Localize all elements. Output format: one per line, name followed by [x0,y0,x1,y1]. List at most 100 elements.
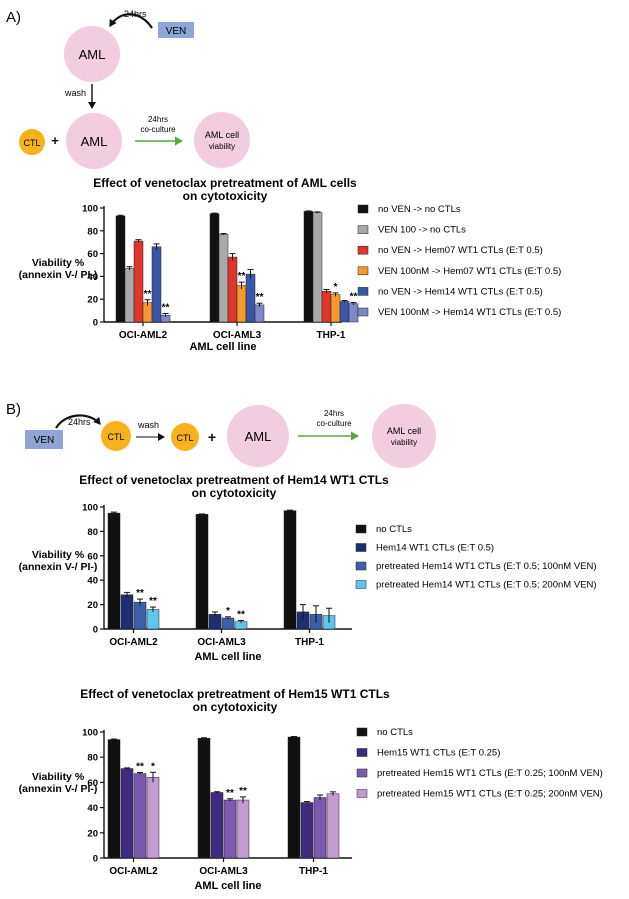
y-tick-label: 80 [87,753,98,764]
bar-oci-aml3-series-2 [210,792,224,859]
viability-label-b-1: AML cell [387,426,421,436]
ven-box-a [158,22,194,38]
legend-swatch-4 [356,789,368,798]
bar-oci-aml3-series-4 [236,285,247,323]
legend-swatch-2 [355,543,367,552]
ven-label-a: VEN [166,26,187,37]
legend-label-6: VEN 100nM -> Hem14 WT1 CTLs (E:T 0.5) [378,307,561,318]
x-tick-label-oci-aml3: OCI-AML3 [199,866,248,877]
legend-swatch-4 [357,266,369,276]
bar-oci-aml2-series-1 [115,215,126,323]
significance-marker: ** [237,609,245,620]
chart-title-line-1: Effect of venetoclax pretreatment of Hem… [80,687,390,701]
bar-oci-aml3-series-3 [223,799,237,859]
coculture-label-b: co-culture [316,419,352,428]
y-tick-label: 40 [87,272,98,283]
y-tick-label: 100 [82,728,98,739]
x-tick-label-thp-1: THP-1 [299,866,328,877]
bar-oci-aml2-series-4 [142,302,153,323]
legend-label-4: pretreated Hem15 WT1 CTLs (E:T 0.25; 200… [377,789,603,800]
bar-oci-aml3-series-3 [221,617,235,630]
y-tick-label: 0 [93,625,98,636]
wash-label-b: wash [137,420,159,430]
bar-thp-1-series-1 [303,211,314,323]
significance-marker: ** [136,762,144,773]
legend-label-5: no VEN -> Hem14 WT1 CTLs (E:T 0.5) [378,286,543,297]
bar-oci-aml3-series-3 [227,256,238,323]
legend-label-2: Hem15 WT1 CTLs (E:T 0.25) [377,748,500,759]
wash-label-a: wash [64,88,86,98]
legend-label-3: pretreated Hem14 WT1 CTLs (E:T 0.5; 100n… [376,561,597,572]
chart-title-line-2: on cytotoxicity [192,486,277,500]
hrs-label-a: 24hrs [124,9,147,19]
y-tick-label: 100 [82,204,98,215]
x-tick-label-thp-1: THP-1 [317,330,346,341]
legend-label-2: Hem14 WT1 CTLs (E:T 0.5) [376,543,494,554]
bar-thp-1-series-2 [300,802,314,859]
legend-label-2: VEN 100 -> no CTLs [378,225,466,236]
bar-thp-1-series-1 [287,736,301,859]
ctl-circle-b1 [101,421,131,451]
ven-label-b: VEN [34,435,55,446]
panel-a-label: A) [6,9,21,26]
viability-circle-b [372,404,436,468]
bar-oci-aml3-series-1 [197,738,211,859]
bar-thp-1-series-1 [283,510,297,630]
bar-oci-aml2-series-2 [120,768,134,859]
y-axis-label-line-2: (annexin V-/ PI-) [19,783,98,795]
legend-swatch-3 [355,561,367,571]
legend-label-1: no CTLs [377,727,413,738]
legend-swatch-1 [357,204,369,214]
panel-b-label: B) [6,401,21,418]
legend-label-4: VEN 100nM -> Hem07 WT1 CTLs (E:T 0.5) [378,266,561,277]
bar-thp-1-series-4 [330,294,341,323]
y-tick-label: 80 [87,527,98,538]
x-tick-label-oci-aml3: OCI-AML3 [213,330,262,341]
plus-a: + [51,133,59,148]
y-axis-label-line-2: (annexin V-/ PI-) [19,561,98,573]
aml-circle-b [227,405,289,467]
legend-swatch-3 [356,768,368,778]
bar-thp-1-series-6 [348,303,359,323]
bar-oci-aml2-series-3 [133,601,147,630]
viability-label-a-2: viability [209,142,235,151]
plus-b: + [208,429,216,445]
bar-oci-aml2-series-2 [120,594,134,630]
y-axis-label-line-1: Viability % [32,549,85,561]
y-tick-label: 60 [87,551,98,562]
y-axis-label-line-1: Viability % [32,771,85,783]
legend-label-1: no VEN -> no CTLs [378,204,461,215]
significance-marker: ** [350,292,358,303]
significance-marker: ** [136,588,144,599]
x-tick-label-oci-aml2: OCI-AML2 [119,330,168,341]
significance-marker: ** [226,788,234,799]
significance-marker: * [226,606,230,617]
y-axis-label-line-1: Viability % [32,257,85,269]
significance-marker: ** [162,302,170,313]
significance-marker: * [151,761,155,772]
significance-marker: ** [238,271,246,282]
y-tick-label: 60 [87,778,98,789]
bar-thp-1-series-3 [321,290,332,323]
aml-circle-bottom [66,113,122,169]
ctl-circle-a [19,129,45,155]
chart-title-line-1: Effect of venetoclax pretreatment of AML… [93,176,357,190]
aml-label-top: AML [79,47,106,62]
x-tick-label-thp-1: THP-1 [295,637,324,648]
coculture-label-a: co-culture [140,125,176,134]
significance-marker: ** [144,289,152,300]
legend-swatch-3 [357,245,369,255]
y-tick-label: 40 [87,803,98,814]
aml-circle-top [64,26,120,82]
panel-b-schematic: B) VEN 24hrs CTL wash CTL + AML 24hrs co… [6,401,436,468]
chart-title-line-2: on cytotoxicity [183,189,268,203]
aml-label-b: AML [245,429,272,444]
bar-thp-1-series-3 [313,797,327,859]
bar-thp-1-series-2 [312,212,323,323]
viability-circle-a [194,112,250,168]
ven-treat-arrow-a [109,13,153,29]
bar-thp-1-series-4 [326,793,340,859]
hrs-label-b: 24hrs [68,417,91,427]
bar-oci-aml2-series-5 [151,246,162,323]
